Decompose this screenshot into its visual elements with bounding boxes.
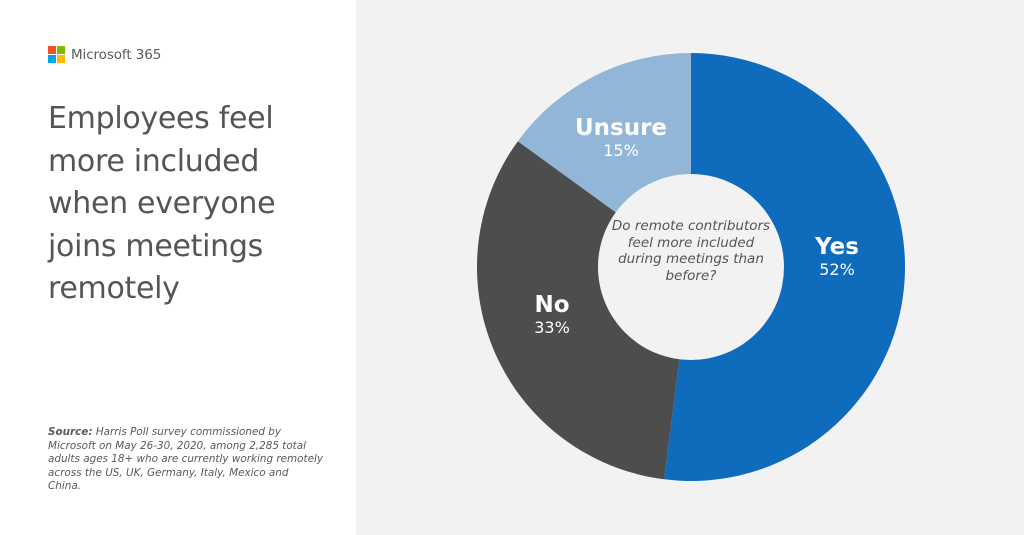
brand-name: Microsoft 365 xyxy=(71,46,162,63)
donut-center xyxy=(598,174,784,360)
label-unsure: Unsure 15% xyxy=(575,115,667,161)
headline: Employees feel more included when everyo… xyxy=(48,101,276,306)
label-no-pct: 33% xyxy=(534,318,570,337)
source-label: Source: xyxy=(48,426,93,438)
label-unsure-pct: 15% xyxy=(603,141,639,160)
label-yes-name: Yes xyxy=(815,234,859,260)
logo-square-red xyxy=(48,46,56,54)
logo-square-yellow xyxy=(57,55,65,63)
logo-square-green xyxy=(57,46,65,54)
source-text: Harris Poll survey commissioned by Micro… xyxy=(48,426,324,493)
segment-yes xyxy=(664,53,906,481)
label-no: No 33% xyxy=(534,292,570,338)
center-question: Do remote contributors feel more include… xyxy=(611,218,771,284)
left-panel: Microsoft 365 Employees feel more includ… xyxy=(0,0,356,535)
segment-no xyxy=(476,141,691,480)
logo-square-blue xyxy=(48,55,56,63)
label-yes-pct: 52% xyxy=(819,260,855,279)
source-note: Source: Harris Poll survey commissioned … xyxy=(48,426,323,494)
brand-header: Microsoft 365 xyxy=(48,46,161,63)
label-no-name: No xyxy=(534,292,570,318)
microsoft-logo-icon xyxy=(48,46,65,63)
label-yes: Yes 52% xyxy=(815,234,859,280)
label-unsure-name: Unsure xyxy=(574,115,668,141)
